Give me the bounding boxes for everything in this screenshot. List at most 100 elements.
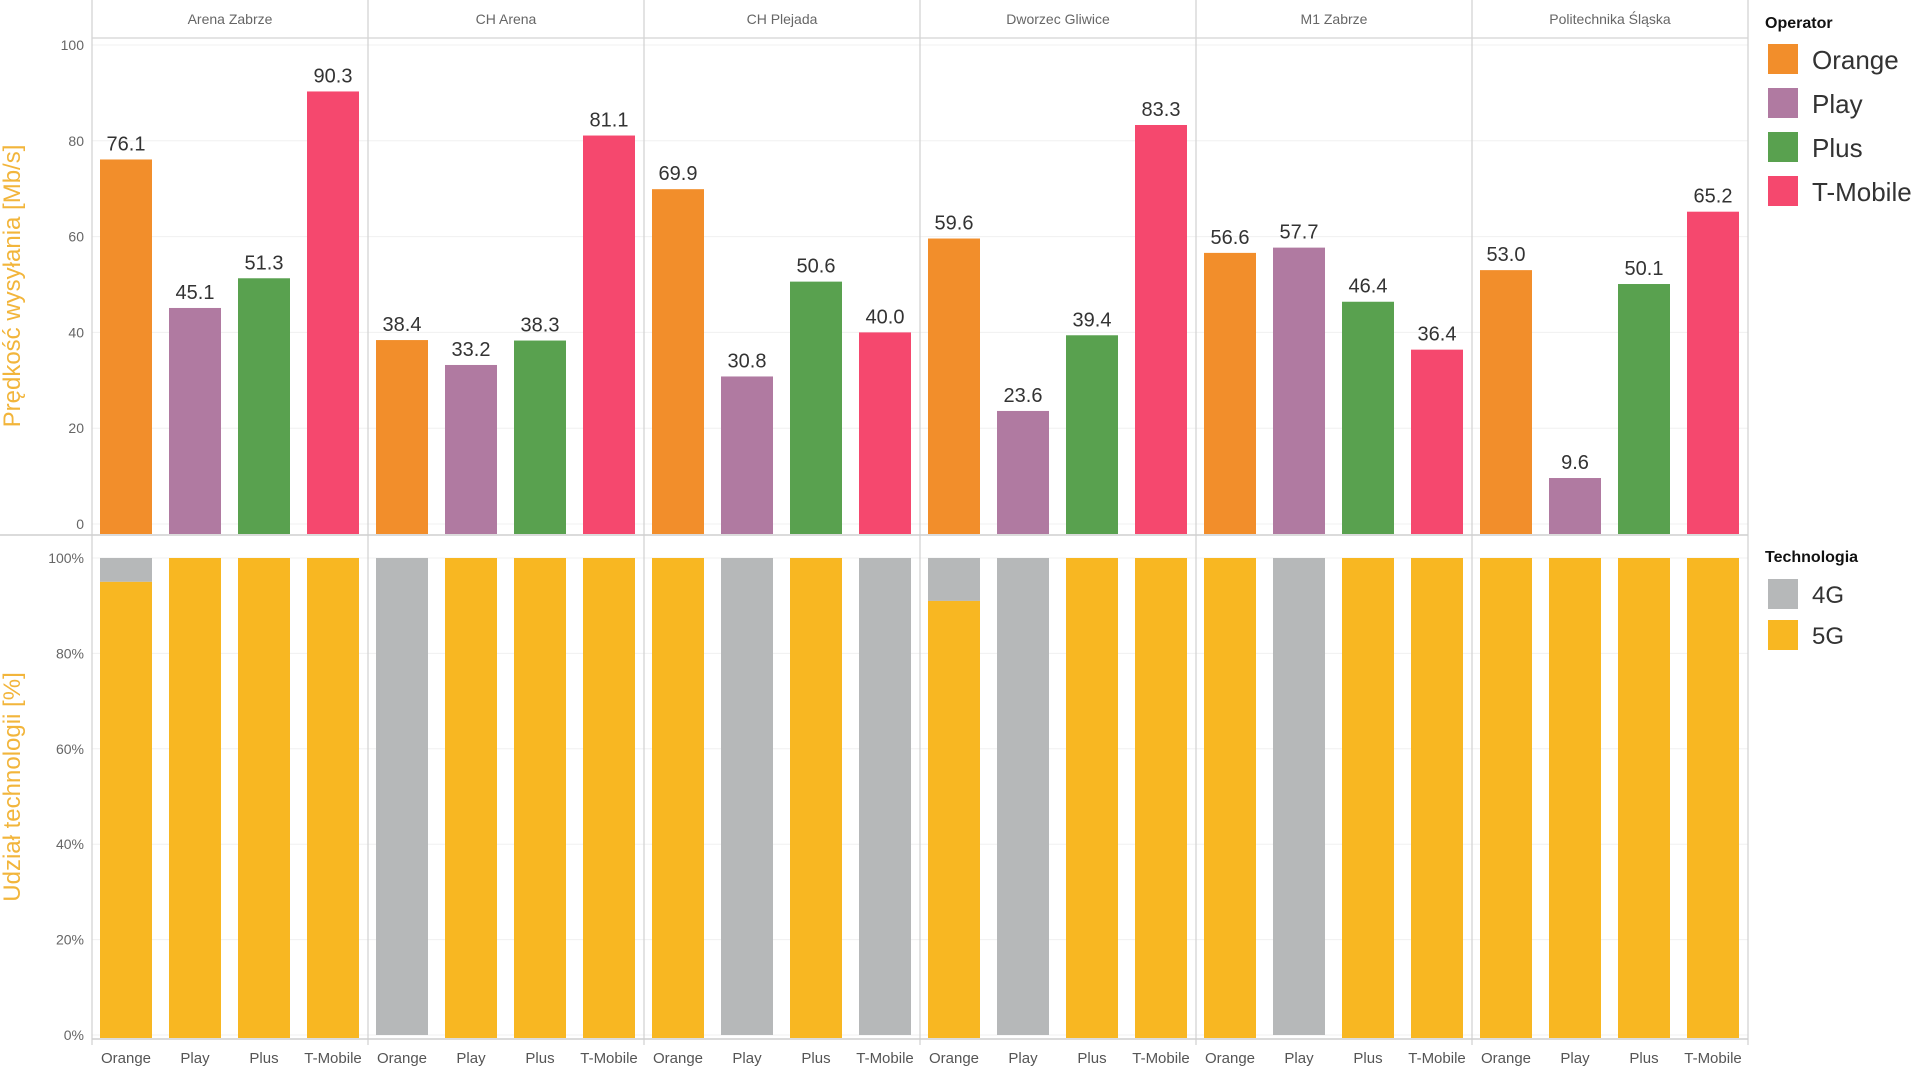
tech-share-5g-bar (100, 581, 152, 1038)
legend-technologia-label: 5G (1812, 623, 1844, 650)
legend-operator-label: T-Mobile (1812, 177, 1912, 207)
tech-share-5g-bar (1618, 558, 1670, 1038)
x-tick-label: Plus (1077, 1050, 1106, 1067)
x-tick-label: Plus (525, 1050, 554, 1067)
upload-speed-label: 83.3 (1142, 99, 1181, 121)
x-tick-label: Orange (101, 1050, 151, 1067)
legend-operator-label: Play (1812, 89, 1863, 119)
bottom-y-tick-label: 60% (56, 741, 84, 757)
legend-operator-swatch (1768, 176, 1798, 206)
upload-speed-bar (652, 189, 704, 534)
x-tick-label: Play (732, 1050, 762, 1067)
upload-speed-bar (1687, 211, 1739, 534)
upload-speed-bar (859, 332, 911, 534)
tech-share-5g-bar (1549, 558, 1601, 1038)
bottom-y-tick-label: 80% (56, 645, 84, 661)
tech-share-5g-bar (1066, 558, 1118, 1038)
bottom-y-axis-title: Udział technologii [%] (0, 672, 26, 901)
tech-share-5g-bar (1480, 558, 1532, 1038)
x-tick-label: Play (180, 1050, 210, 1067)
panel-title: Arena Zabrze (188, 11, 273, 27)
upload-speed-label: 33.2 (452, 339, 491, 361)
upload-speed-label: 81.1 (590, 110, 629, 132)
upload-speed-bar (1204, 252, 1256, 535)
tech-share-5g-bar (928, 600, 980, 1038)
upload-speed-label: 50.1 (1625, 258, 1664, 280)
upload-speed-bar (376, 340, 428, 534)
upload-speed-bar (1549, 478, 1601, 534)
upload-speed-label: 76.1 (107, 133, 146, 155)
upload-speed-label: 53.0 (1487, 244, 1526, 266)
tech-share-5g-bar (652, 558, 704, 1038)
upload-speed-label: 46.4 (1349, 276, 1388, 298)
upload-speed-bar (1618, 284, 1670, 534)
upload-speed-label: 9.6 (1561, 452, 1589, 474)
upload-speed-label: 69.9 (659, 163, 698, 185)
upload-speed-bar (307, 91, 359, 534)
x-tick-label: T-Mobile (1684, 1050, 1742, 1067)
tech-share-5g-bar (1687, 558, 1739, 1038)
upload-speed-label: 38.4 (383, 314, 422, 336)
tech-share-5g-bar (790, 558, 842, 1038)
x-tick-label: T-Mobile (304, 1050, 362, 1067)
upload-speed-bar (1135, 124, 1187, 535)
x-tick-label: Plus (801, 1050, 830, 1067)
tech-share-5g-bar (514, 558, 566, 1038)
panel-title: Dworzec Gliwice (1006, 11, 1110, 27)
x-tick-label: Play (1560, 1050, 1590, 1067)
top-y-tick-label: 0 (76, 516, 84, 532)
legend-operator-swatch (1768, 88, 1798, 118)
tech-share-4g-bar (1273, 558, 1325, 1035)
upload-speed-label: 30.8 (728, 350, 767, 372)
upload-speed-label: 51.3 (245, 252, 284, 274)
upload-speed-label: 40.0 (866, 306, 905, 328)
legend-technologia-swatch (1768, 579, 1798, 609)
upload-speed-bar (928, 238, 980, 535)
top-y-tick-label: 60 (68, 229, 84, 245)
x-tick-label: Plus (1353, 1050, 1382, 1067)
top-y-tick-label: 100 (61, 37, 85, 53)
panel-title: M1 Zabrze (1301, 11, 1368, 27)
upload-speed-bar (997, 410, 1049, 534)
tech-share-4g-bar (997, 558, 1049, 1035)
x-tick-label: Play (1284, 1050, 1314, 1067)
upload-speed-label: 57.7 (1280, 222, 1319, 244)
bottom-y-tick-label: 20% (56, 932, 84, 948)
tech-share-4g-bar (100, 558, 152, 582)
x-tick-label: T-Mobile (1132, 1050, 1190, 1067)
legend-operator-swatch (1768, 132, 1798, 162)
x-tick-label: T-Mobile (580, 1050, 638, 1067)
upload-speed-bar (100, 159, 152, 534)
top-y-axis-title: Prędkość wysyłania [Mb/s] (0, 145, 26, 428)
tech-share-5g-bar (1411, 558, 1463, 1038)
upload-speed-bar (445, 364, 497, 534)
upload-speed-bar (583, 135, 635, 534)
x-tick-label: Orange (1481, 1050, 1531, 1067)
legend-operator-label: Plus (1812, 133, 1863, 163)
tech-share-5g-bar (445, 558, 497, 1038)
upload-speed-label: 90.3 (314, 65, 353, 87)
tech-share-4g-bar (721, 558, 773, 1035)
upload-speed-label: 45.1 (176, 282, 215, 304)
x-tick-label: Orange (377, 1050, 427, 1067)
upload-speed-label: 38.3 (521, 315, 560, 337)
tech-share-4g-bar (376, 558, 428, 1035)
tech-share-4g-bar (859, 558, 911, 1035)
x-tick-label: T-Mobile (856, 1050, 914, 1067)
upload-speed-bar (1342, 301, 1394, 534)
upload-speed-bar (238, 278, 290, 534)
x-tick-label: Play (1008, 1050, 1038, 1067)
upload-speed-label: 56.6 (1211, 227, 1250, 249)
tech-share-5g-bar (238, 558, 290, 1038)
x-tick-label: T-Mobile (1408, 1050, 1466, 1067)
tech-share-5g-bar (1135, 558, 1187, 1038)
bottom-y-tick-label: 40% (56, 836, 84, 852)
x-tick-label: Plus (1629, 1050, 1658, 1067)
upload-speed-bar (1480, 270, 1532, 534)
upload-speed-label: 36.4 (1418, 324, 1457, 346)
bottom-y-tick-label: 0% (64, 1027, 84, 1043)
upload-speed-bar (1066, 335, 1118, 534)
legend-operator-swatch (1768, 44, 1798, 74)
upload-speed-bar (169, 307, 221, 534)
legend-operator-title: Operator (1765, 15, 1833, 32)
